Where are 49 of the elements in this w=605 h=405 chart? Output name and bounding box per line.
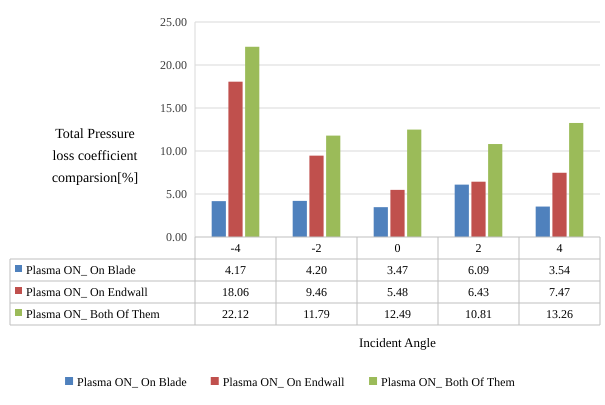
y-tick-label: 0.00 (166, 230, 187, 244)
bar (407, 130, 422, 237)
data-label: 10.81 (465, 307, 492, 321)
text: Plasma ON_ Both Of Them (381, 375, 515, 389)
text: Plasma ON_ On Blade (77, 375, 187, 389)
bar (471, 182, 486, 237)
legend-label: Plasma ON_ On Blade (26, 263, 136, 277)
data-label: 22.12 (222, 307, 249, 321)
text: Plasma ON_ On Endwall (222, 375, 344, 389)
data-label: 9.46 (306, 285, 327, 299)
x-tick-label: -4 (230, 241, 240, 255)
data-label: 12.49 (384, 307, 411, 321)
bar (488, 144, 502, 237)
bar (536, 206, 550, 237)
data-label: 6.09 (468, 263, 489, 277)
bar (454, 184, 469, 237)
y-tick-label: 25.00 (160, 15, 187, 29)
bar (326, 136, 340, 237)
y-axis-title: Total Pressure loss coefficient comparsion[%] (52, 127, 138, 186)
bar (292, 200, 307, 237)
text: Incident Angle (359, 335, 436, 350)
data-label: 3.47 (387, 263, 408, 277)
data-label: 6.43 (468, 285, 489, 299)
data-label: 13.26 (546, 307, 573, 321)
x-tick-label: 4 (556, 241, 562, 255)
data-label: 18.06 (222, 285, 249, 299)
y-tick-label: 10.00 (160, 144, 187, 158)
bar (309, 156, 324, 237)
data-label: 4.17 (225, 263, 246, 277)
y-tick-label: 20.00 (160, 58, 187, 72)
y-tick-label: 15.00 (160, 101, 187, 115)
data-label: 11.79 (303, 307, 330, 321)
y-tick-label: 5.00 (166, 187, 187, 201)
x-tick-label: 2 (476, 241, 482, 255)
bar (552, 172, 567, 237)
x-tick-label: -2 (312, 241, 322, 255)
bar (212, 201, 226, 237)
bar (374, 207, 388, 237)
data-label: 7.47 (549, 285, 570, 299)
data-label: 3.54 (549, 263, 570, 277)
x-tick-label: 0 (394, 241, 400, 255)
bar (390, 190, 405, 237)
bar (228, 82, 243, 237)
data-label: 4.20 (306, 263, 327, 277)
legend-label: Plasma ON_ On Endwall (26, 285, 148, 299)
bar (569, 122, 584, 237)
legend-label: Plasma ON_ Both Of Them (26, 307, 160, 321)
bar (245, 46, 260, 237)
data-label: 5.48 (387, 285, 408, 299)
